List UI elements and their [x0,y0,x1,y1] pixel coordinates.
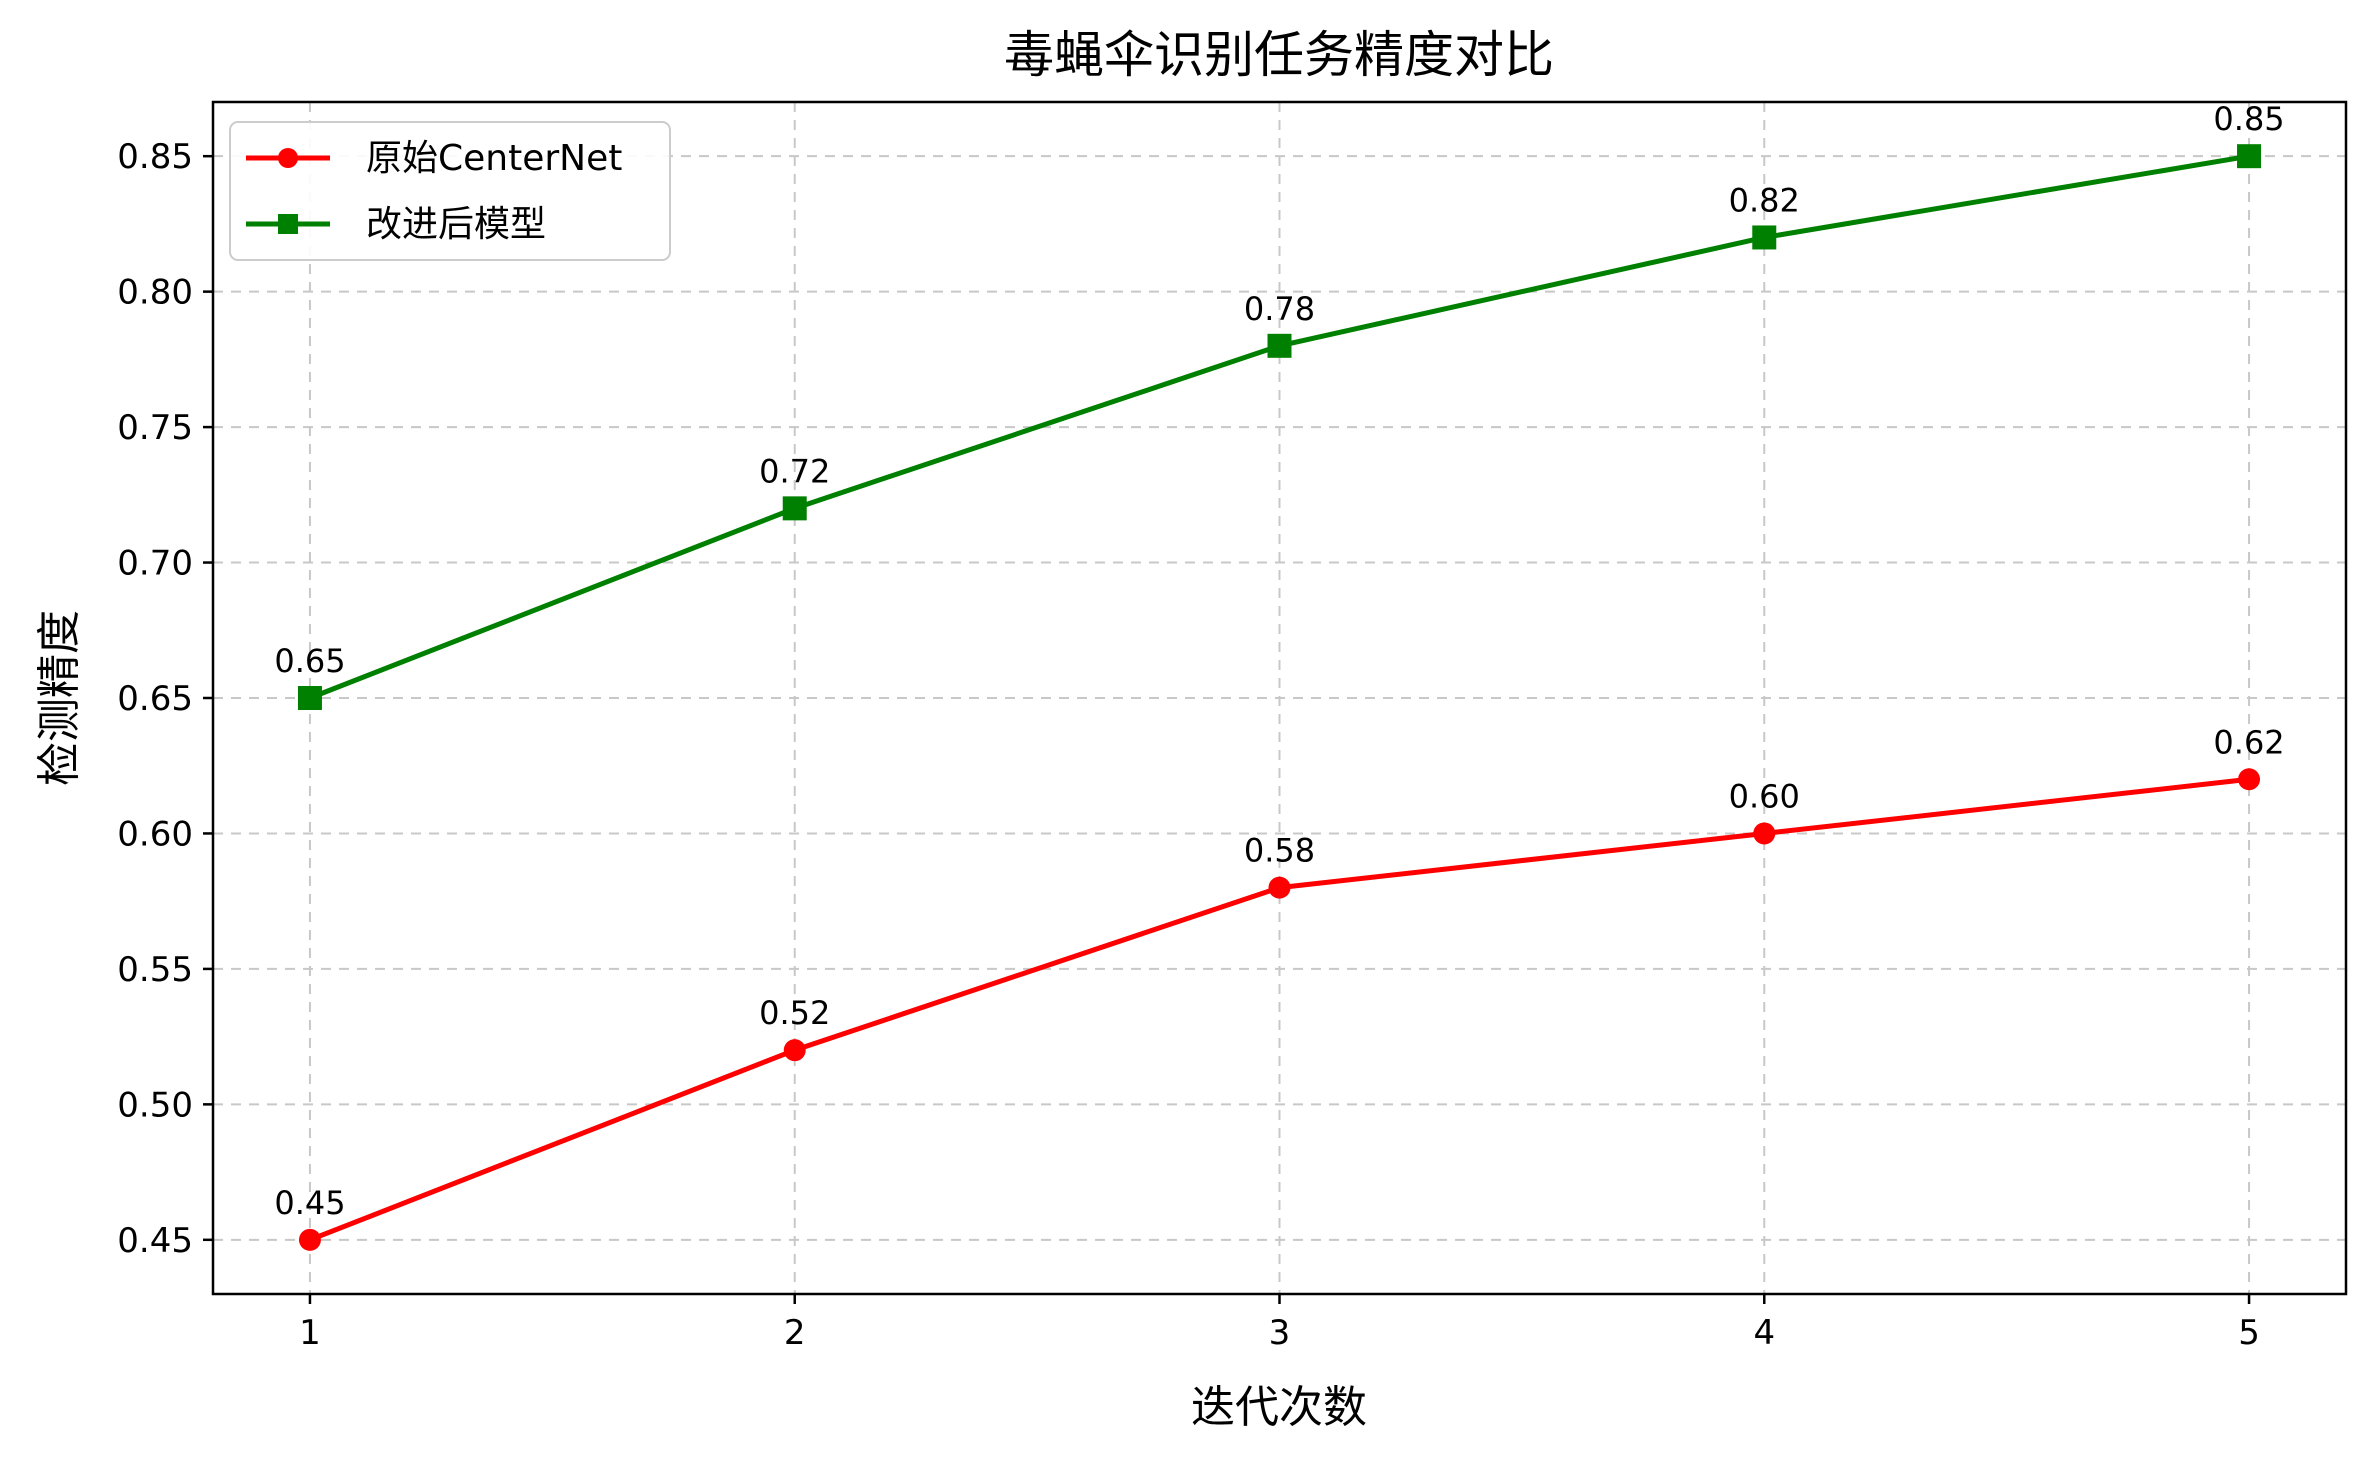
chart-title: 毒蝇伞识别任务精度对比 [1004,26,1554,84]
legend-label-improved: 改进后模型 [366,204,546,245]
axis-ticks: 1 2 3 4 5 0.45 0.50 0.55 0.60 0.65 0.70 0.75 0.80 0.8… [117,137,2260,1353]
data-label-original: 0.60 [1729,777,1800,815]
y-tick-label: 0.65 [117,679,193,719]
y-tick-label: 0.60 [117,814,193,854]
x-axis-title: 迭代次数 [1191,1382,1367,1433]
data-point-improved [2237,144,2262,169]
series-layer [297,144,2262,1251]
legend: 原始CenterNet 改进后模型 [229,121,671,261]
data-point-original [2238,768,2261,791]
data-point-improved [1267,333,1292,358]
legend-marker-original [278,148,298,168]
legend-label-original: 原始CenterNet [366,138,622,179]
legend-box [229,121,671,261]
grid-lines [213,102,2346,1294]
data-point-improved [782,496,807,521]
x-tick-label: 3 [1269,1313,1291,1353]
data-label-original: 0.58 [1244,832,1315,870]
data-label-improved: 0.85 [2213,100,2284,138]
y-tick-label: 0.50 [117,1085,193,1125]
data-point-improved [297,686,322,710]
data-label-improved: 0.78 [1244,290,1315,328]
data-label-improved: 0.82 [1729,181,1800,219]
data-label-original: 0.45 [274,1184,345,1222]
y-tick-label: 0.45 [117,1221,193,1261]
y-tick-label: 0.75 [117,408,193,448]
data-point-original [298,1228,321,1251]
x-tick-label: 5 [2238,1313,2260,1353]
legend-marker-improved [278,214,298,234]
data-label-original: 0.52 [759,994,830,1032]
y-tick-label: 0.55 [117,950,193,990]
data-label-original: 0.62 [2213,723,2284,761]
data-point-original [1268,876,1291,899]
x-tick-label: 4 [1753,1313,1775,1353]
data-point-original [1753,822,1776,845]
data-label-improved: 0.65 [274,642,345,680]
data-labels: 0.45 0.52 0.58 0.60 0.62 0.65 0.72 0.78 0.82 0.85 [274,100,2284,1222]
y-tick-label: 0.80 [117,273,193,313]
x-tick-label: 2 [784,1313,806,1353]
data-point-original [783,1039,806,1062]
legend-item-improved: 改进后模型 [246,204,546,245]
data-point-improved [1752,225,1777,250]
y-tick-label: 0.70 [117,544,193,584]
y-axis-title: 检测精度 [34,610,85,786]
data-label-improved: 0.72 [759,452,830,490]
y-tick-label: 0.85 [117,137,193,177]
legend-item-original: 原始CenterNet [246,138,622,179]
x-tick-label: 1 [299,1313,321,1353]
